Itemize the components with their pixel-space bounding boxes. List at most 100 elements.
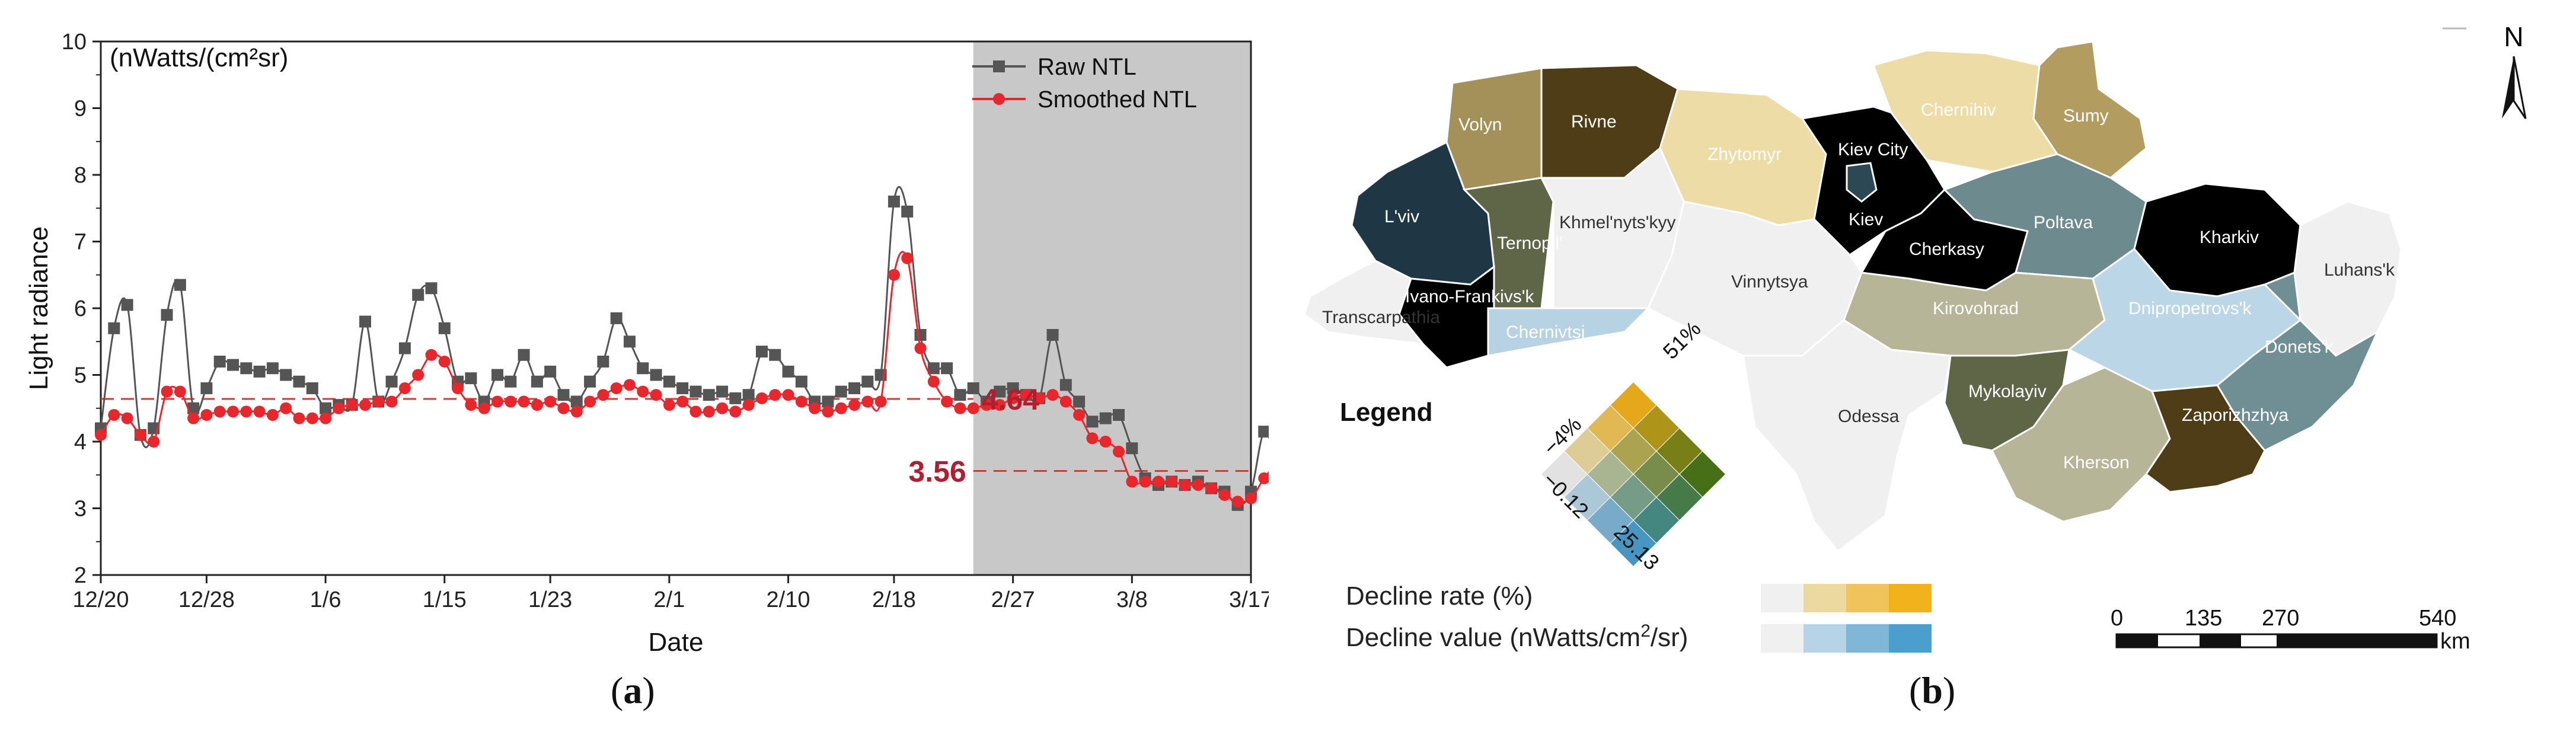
- smoothed-ntl-point: [848, 399, 861, 411]
- scale-tick-135: 135: [2185, 606, 2222, 631]
- decline-rate-swatch: [1803, 584, 1846, 612]
- raw-ntl-point: [597, 356, 609, 368]
- smoothed-ntl-point: [306, 412, 318, 424]
- provinces-layer: [1303, 40, 2402, 553]
- label-kiev: Kiev: [1849, 210, 1883, 229]
- smoothed-ntl-point: [1020, 389, 1032, 401]
- legend-label: Raw NTL: [1038, 54, 1137, 80]
- scale-bar: 0 135 270 540 km: [2111, 606, 2470, 654]
- x-tick-label: 3/17: [1229, 587, 1269, 612]
- y-tick-label: 9: [74, 97, 87, 122]
- label-chernivtsi: Chernivtsi: [1506, 322, 1585, 342]
- province-transcarpathia: [1303, 260, 1425, 345]
- raw-ntl-point: [557, 389, 570, 401]
- province-sumy: [2032, 40, 2147, 179]
- smoothed-ntl-point: [187, 412, 200, 424]
- map-legend-title: Legend: [1340, 398, 1432, 427]
- smoothed-ntl-point: [544, 395, 557, 408]
- smoothed-ntl-point: [425, 349, 438, 361]
- label-kiev-city: Kiev City: [1838, 140, 1908, 159]
- smoothed-ntl-point: [505, 395, 517, 408]
- decline-rate-swatch: [1889, 584, 1932, 612]
- raw-ntl-point: [888, 196, 900, 207]
- raw-ntl-point: [320, 402, 332, 414]
- smoothed-ntl-point: [755, 392, 768, 404]
- decline-rate-swatch: [1761, 584, 1803, 612]
- north-arrow-icon: N: [2502, 21, 2527, 119]
- y-tick-label: 2: [74, 563, 87, 588]
- smoothed-ntl-point: [266, 409, 279, 421]
- raw-ntl-point: [954, 389, 966, 401]
- raw-ntl-point: [108, 322, 120, 334]
- raw-ntl-point: [226, 359, 239, 371]
- reference-labels: 4.64 3.56: [908, 383, 1039, 488]
- raw-ntl-point: [491, 369, 503, 381]
- label-transcarpathia: Transcarpathia: [1322, 308, 1440, 327]
- label-dnipropetrovsk: Dnipropetrovs'k: [2128, 299, 2252, 318]
- smoothed-ntl-point: [874, 395, 887, 408]
- y-tick-label: 5: [74, 363, 87, 388]
- raw-ntl-point: [716, 385, 729, 398]
- raw-ntl-point: [518, 349, 530, 361]
- decline-value-swatch: [1889, 624, 1932, 653]
- reference-line-label: 4.64: [982, 383, 1040, 416]
- y-axis-title: Light radiance: [24, 226, 53, 390]
- smoothed-ntl-point: [174, 385, 186, 398]
- raw-ntl-point: [663, 375, 675, 388]
- raw-ntl-point: [795, 375, 807, 388]
- smoothed-ntl-point: [478, 402, 490, 414]
- raw-ntl-point: [742, 389, 755, 401]
- label-kirovohrad: Kirovohrad: [1933, 299, 2019, 318]
- smoothed-ntl-point: [610, 382, 623, 394]
- label-khmelnytskyy: Khmel'nyts'kyy: [1559, 213, 1676, 232]
- province-labels: Volyn Rivne Zhytomyr Chernihiv Sumy Kiev…: [1322, 100, 2395, 472]
- y-tick-label: 7: [74, 230, 87, 255]
- smoothed-ntl-point: [809, 402, 821, 414]
- smoothed-ntl-point: [795, 395, 807, 408]
- decline-rate-swatch: [1846, 584, 1889, 612]
- smoothed-ntl-point: [557, 402, 570, 414]
- smoothed-ntl-point: [346, 399, 358, 411]
- smoothed-ntl-point: [1126, 475, 1138, 488]
- raw-ntl-point: [412, 289, 424, 301]
- raw-ntl-point: [213, 356, 226, 368]
- label-chernihiv: Chernihiv: [1921, 100, 1996, 120]
- smoothed-ntl-point: [491, 395, 503, 408]
- chart-legend: Raw NTL Smoothed NTL: [972, 54, 1197, 113]
- province-kiev-city: [1846, 162, 1878, 203]
- decline-rate-color-bar: [1761, 584, 1932, 612]
- smoothed-ntl-point: [637, 385, 649, 398]
- label-rivne: Rivne: [1571, 112, 1617, 132]
- smoothed-ntl-point: [200, 409, 213, 421]
- raw-ntl-point: [161, 309, 173, 321]
- smoothed-ntl-point: [1258, 472, 1269, 484]
- smoothed-ntl-point: [518, 395, 530, 408]
- smoothed-ntl-point: [888, 269, 900, 281]
- smoothed-ntl-point: [729, 405, 742, 418]
- smoothed-ntl-point: [1139, 475, 1151, 488]
- smoothed-ntl-point: [1113, 445, 1125, 458]
- raw-ntl-point: [782, 365, 794, 378]
- legend-label: Smoothed NTL: [1038, 87, 1197, 113]
- smoothed-ntl-point: [1099, 436, 1112, 448]
- label-odessa: Odessa: [1838, 407, 1900, 426]
- raw-ntl-point: [570, 395, 583, 408]
- smoothed-ntl-point: [438, 356, 451, 368]
- raw-ntl-point: [703, 389, 715, 401]
- label-zhytomyr: Zhytomyr: [1707, 145, 1782, 164]
- raw-ntl-point: [861, 375, 874, 388]
- scale-tick-270: 270: [2262, 606, 2299, 631]
- label-lviv: L'viv: [1384, 207, 1419, 226]
- smoothed-ntl-point: [161, 385, 173, 398]
- smoothed-ntl-point: [95, 429, 107, 441]
- raw-ntl-point: [1086, 416, 1099, 428]
- raw-ntl-point: [531, 375, 543, 388]
- raw-ntl-point: [676, 382, 689, 394]
- raw-ntl-point: [637, 362, 649, 375]
- raw-ntl-point: [755, 346, 768, 358]
- smoothed-ntl-point: [452, 382, 464, 394]
- x-tick-label: 1/6: [310, 587, 341, 612]
- raw-ntl-point: [1258, 426, 1269, 438]
- scale-tick-0: 0: [2111, 606, 2123, 631]
- raw-ntl-point: [835, 385, 847, 398]
